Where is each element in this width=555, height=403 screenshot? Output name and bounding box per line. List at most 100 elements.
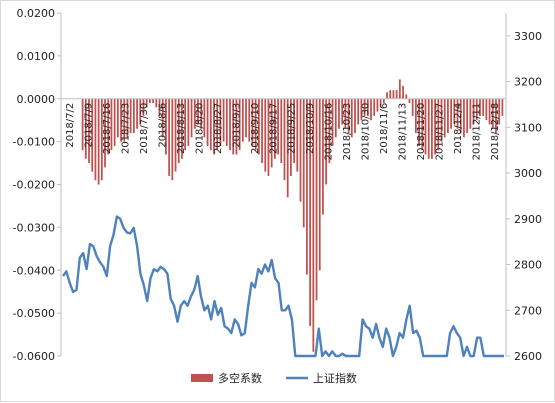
bar [123,98,126,142]
bar [251,98,254,146]
bar [373,98,376,116]
x-tick-label: 2018/7/9 [83,103,94,148]
bar [334,98,337,138]
x-tick-label: 2018/8/6 [157,103,168,148]
left-tick-label: -0.0200 [13,179,55,192]
bar [290,98,292,176]
bar [312,98,315,352]
bar [459,98,462,134]
bar [145,98,148,108]
bar [257,98,260,155]
bar [453,98,456,125]
bar [370,98,372,121]
bar [501,98,504,116]
x-tick-label: 2018/12/18 [490,103,501,161]
bar [405,94,408,99]
x-tick-label: 2018/11/27 [435,103,446,161]
bar [139,98,142,125]
bar [418,98,420,146]
bar [245,98,247,138]
bar [203,98,206,138]
right-tick-label: 2700 [514,304,542,317]
bar [155,98,158,108]
bar [354,98,356,134]
bar [443,98,446,138]
bar [254,98,257,151]
bar [225,98,228,146]
bar [81,98,84,151]
bar [408,98,411,104]
x-tick-label: 2018/11/20 [416,103,427,161]
bar [495,98,497,134]
bar [434,98,436,155]
bar [142,98,145,116]
x-tick-label: 2018/10/16 [324,103,335,161]
bar [277,98,279,155]
bar [232,98,235,155]
bar [200,98,203,129]
bar [261,98,263,164]
bar [402,85,404,99]
bar [309,98,312,326]
left-tick-label: 0.0200 [17,7,56,20]
bar [431,98,433,159]
bar [472,98,475,125]
bar [216,98,219,151]
bar [161,98,164,138]
bar [382,98,385,104]
left-tick-label: 0.0000 [17,93,56,106]
x-tick-label: 2018/8/20 [194,103,205,154]
legend-label: 多空系数 [218,371,262,385]
bar [398,79,401,99]
bar [267,98,270,176]
bar [190,98,193,138]
bar [222,98,225,142]
bar [264,98,267,172]
bar [440,98,443,142]
bar [450,98,453,129]
bar [469,98,472,129]
bar [286,98,289,198]
bar [165,98,167,155]
bar [344,98,347,129]
bar [463,98,465,138]
bar [389,90,392,99]
right-axis-ticks: 3300 3200 3100 3000 2900 2800 2700 2600 [506,30,542,363]
left-axis-ticks: 0.0200 0.0100 0.0000 -0.0100 -0.0200 -0.0300 -… [13,7,61,363]
bar [136,98,138,129]
left-tick-label: 0.0100 [17,50,56,63]
right-tick-label: 2900 [514,213,542,226]
bar [479,98,481,116]
x-tick-label: 2018/8/27 [213,103,224,154]
legend-label: 上证指数 [313,371,357,385]
bar [158,98,161,116]
left-tick-label: -0.0400 [13,264,55,277]
bar [197,98,199,125]
bar [120,98,122,142]
x-tick-label: 2018/9/17 [268,103,279,154]
bar [184,98,187,151]
x-tick-label: 2018/7/2 [65,103,76,148]
x-axis-ticks: 2018/7/2 2018/7/9 2018/7/16 2018/7/23 2018/7… [65,103,501,161]
x-tick-label: 2018/12/11 [472,103,483,161]
bar [350,98,353,138]
bar [379,98,382,108]
bar [116,98,119,138]
bar [347,98,350,134]
index-line [62,215,504,358]
bar [376,98,379,112]
bar [152,98,154,104]
axes [60,13,507,356]
bar [238,98,241,151]
bar [322,98,324,215]
bar [235,98,238,155]
x-tick-label: 2018/8/13 [176,103,187,154]
bar [395,90,398,99]
bar-series [81,79,504,352]
bar [363,98,366,116]
bar [475,98,478,121]
bar [283,98,286,181]
bar [241,98,244,142]
x-tick-label: 2018/9/10 [250,103,261,154]
